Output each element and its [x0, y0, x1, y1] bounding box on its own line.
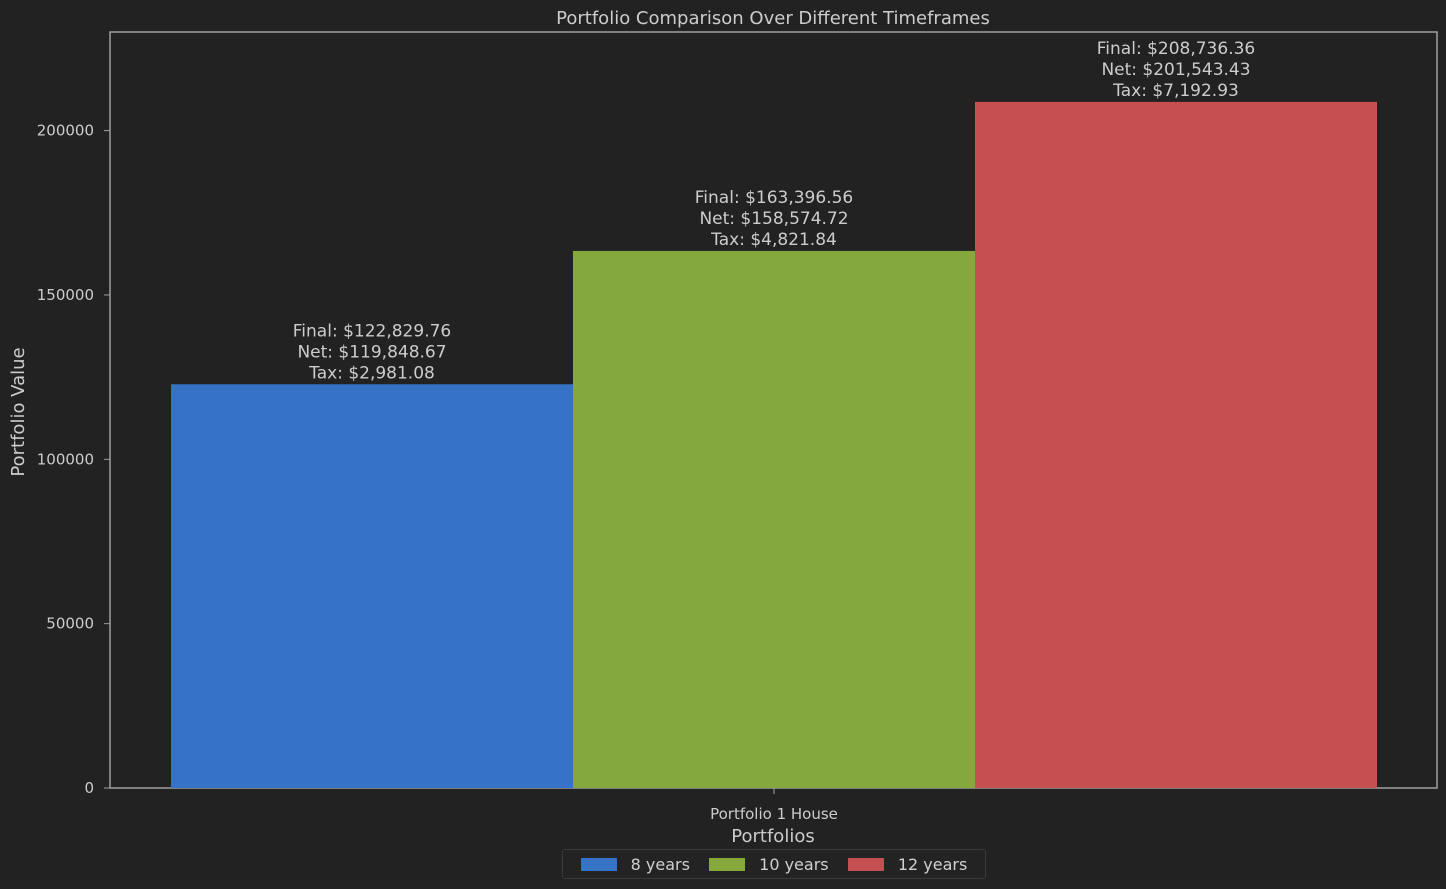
- bars-group: [171, 101, 1377, 789]
- legend-item: 10 years: [709, 854, 829, 874]
- x-axis-label: Portfolios: [731, 826, 814, 847]
- legend-item: 12 years: [847, 854, 968, 874]
- bar-data-label: Tax: $7,192.93: [1112, 81, 1239, 101]
- y-tick-label: 150000: [37, 286, 94, 304]
- bar-data-label: Tax: $2,981.08: [308, 363, 435, 383]
- legend-label: 12 years: [897, 854, 968, 874]
- bar-12-years: [975, 101, 1377, 789]
- y-axis: 0 50000 100000 150000 200000: [37, 122, 110, 797]
- legend-swatch: [580, 857, 617, 871]
- bar-data-label: Tax: $4,821.84: [710, 230, 837, 250]
- legend-label: 8 years: [630, 854, 690, 874]
- y-tick-label: 0: [84, 779, 94, 797]
- bar-data-label: Net: $119,848.67: [297, 342, 446, 362]
- bar-data-label: Final: $208,736.36: [1097, 39, 1255, 59]
- legend-item: 8 years: [580, 854, 690, 874]
- y-axis-label: Portfolio Value: [8, 347, 29, 476]
- x-axis: Portfolio 1 House: [710, 788, 838, 823]
- legend-label: 10 years: [759, 854, 829, 874]
- legend: 8 years 10 years 12 years: [562, 849, 986, 879]
- bar-data-label: Net: $201,543.43: [1101, 60, 1250, 80]
- bar-10-years: [573, 250, 975, 788]
- bar-data-label: Net: $158,574.72: [699, 209, 848, 229]
- x-tick-label: Portfolio 1 House: [710, 805, 838, 823]
- legend-swatch: [847, 857, 884, 871]
- y-tick-label: 200000: [37, 122, 94, 140]
- bar-8-years: [171, 384, 573, 788]
- chart-title: Portfolio Comparison Over Different Time…: [556, 8, 990, 29]
- y-tick-label: 100000: [37, 450, 94, 468]
- legend-swatch: [709, 857, 746, 871]
- bar-data-label: Final: $163,396.56: [695, 188, 853, 208]
- bar-data-label: Final: $122,829.76: [293, 321, 451, 341]
- y-tick-label: 50000: [46, 615, 94, 633]
